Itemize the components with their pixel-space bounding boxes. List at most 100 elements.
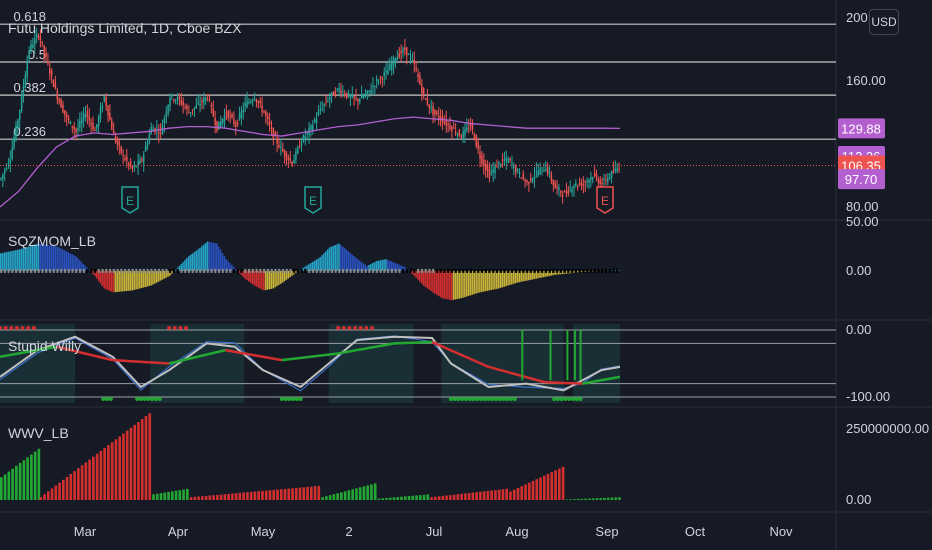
candle-body: [67, 117, 70, 121]
sqz-bar: [152, 270, 154, 285]
sqz-bar: [287, 270, 290, 279]
sqz-bar: [512, 270, 515, 284]
candle-body: [616, 168, 618, 172]
wwv-bar: [497, 489, 501, 500]
sqz-dot: [432, 268, 435, 273]
wwv-bar: [204, 495, 208, 500]
wwv-bar: [618, 497, 621, 500]
earnings-marker-2: [596, 186, 614, 214]
willy-dot: [475, 397, 480, 401]
currency-button[interactable]: USD: [869, 9, 899, 35]
sqz-dot: [300, 268, 303, 273]
sqz-bar: [268, 270, 271, 290]
candle-body: [561, 194, 564, 197]
sqz-bar: [167, 270, 169, 277]
wwv-bar: [302, 487, 306, 500]
sqz-dot: [326, 268, 330, 273]
willy-dot: [105, 397, 110, 401]
sqz-bar: [524, 270, 526, 282]
candle-body: [126, 156, 128, 161]
sqz-dot: [413, 268, 416, 273]
sqz-bar: [33, 244, 36, 271]
sqz-dot: [330, 268, 333, 273]
candle-body: [171, 94, 173, 97]
willy-dot: [567, 397, 572, 401]
sqz-dot: [578, 268, 581, 273]
candle-body: [426, 97, 429, 105]
candle-body: [398, 53, 400, 57]
candle-body: [475, 135, 478, 147]
candle-body: [79, 120, 81, 128]
earnings-marker-0: [121, 186, 139, 214]
candle-body: [114, 135, 117, 142]
wwv-bar: [37, 448, 41, 500]
candle-body: [56, 90, 59, 100]
sqz-dot: [548, 268, 551, 273]
sqz-dot: [424, 268, 427, 273]
candle-body: [432, 106, 434, 115]
sqz-dot: [402, 268, 405, 273]
sqz-dot: [390, 268, 393, 273]
sqz-bar: [129, 270, 132, 291]
candle-body: [330, 92, 333, 96]
willy-dot: [460, 397, 465, 401]
sqz-bar: [92, 270, 94, 274]
sqz-bar: [43, 244, 45, 271]
sqz-bar: [103, 270, 105, 289]
sqz-dot: [78, 268, 82, 273]
candle-body: [452, 127, 455, 129]
willy-dot: [452, 397, 457, 401]
sqz-bar: [424, 270, 427, 287]
wwv-bar: [99, 450, 103, 500]
candle-body: [419, 75, 421, 85]
candle-body: [605, 179, 607, 181]
candle-body: [477, 142, 479, 150]
candle-body: [357, 99, 359, 102]
sqz-dot: [597, 268, 600, 273]
candle-body: [261, 105, 263, 112]
wwv-bar: [328, 495, 332, 500]
sqz-dot: [75, 268, 78, 273]
sqz-bar: [496, 270, 498, 289]
sqz-bar: [330, 246, 333, 271]
willy-dot: [482, 397, 487, 401]
sqz-bar: [163, 270, 166, 279]
sqz-bar: [16, 249, 19, 271]
sqz-bar: [248, 270, 250, 282]
candle-body: [332, 92, 335, 96]
willy-top-dot: [172, 326, 177, 330]
sqz-bar: [456, 270, 459, 300]
wwv-bar: [291, 488, 294, 500]
sqz-bar: [225, 259, 228, 271]
candle-body: [588, 179, 590, 183]
sqzmom-title: SQZMOM_LB: [8, 233, 96, 249]
sqz-bar: [479, 270, 481, 293]
sqz-bar: [383, 259, 385, 271]
sqz-dot: [161, 268, 164, 273]
wwv-bar: [77, 468, 80, 500]
sqz-bar: [210, 242, 213, 271]
sqz-bar: [311, 261, 314, 271]
candle-body: [37, 36, 40, 38]
wwv-bar: [426, 494, 430, 500]
candle-body: [282, 148, 284, 152]
candle-body: [191, 109, 194, 111]
candle-body: [539, 168, 541, 175]
candle-body: [447, 124, 449, 126]
sqz-bar: [24, 247, 27, 271]
wwv-bar: [595, 498, 599, 500]
sqz-bar: [165, 270, 167, 278]
candle-body: [165, 112, 168, 117]
sqz-bar: [0, 253, 2, 271]
willy-signal-segment: [431, 340, 489, 368]
candle-body: [513, 165, 515, 168]
wwv-bar: [140, 419, 144, 500]
willy-y-tick-0: 0.00: [846, 322, 871, 337]
candle-body: [251, 100, 254, 103]
sqz-bar: [37, 243, 40, 271]
sqz-y-tick-0: 50.00: [846, 214, 879, 229]
sqz-bar: [133, 270, 135, 290]
sqz-dot: [409, 268, 412, 273]
wwv-bar: [445, 495, 448, 500]
